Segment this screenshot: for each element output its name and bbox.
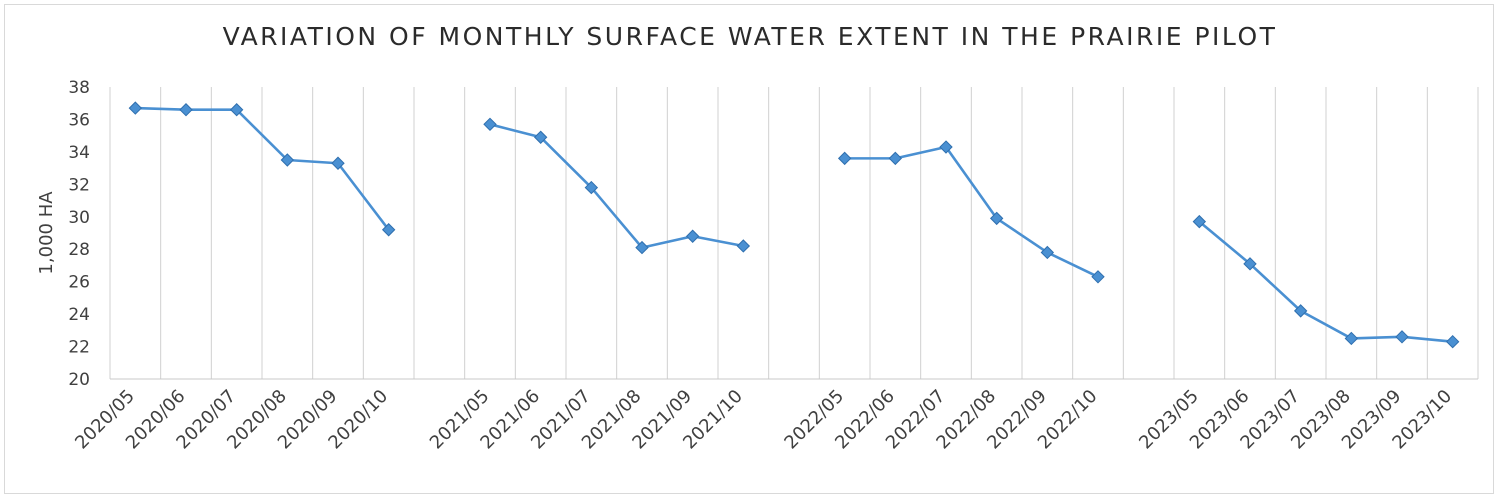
data-point-marker <box>837 151 852 166</box>
data-point-marker <box>483 117 497 132</box>
series-line-segment <box>489 123 744 249</box>
data-point-marker <box>989 211 1004 226</box>
y-tick-label: 20 <box>68 370 90 390</box>
chart-title: VARIATION OF MONTHLY SURFACE WATER EXTEN… <box>222 22 1278 51</box>
data-point-marker <box>685 229 700 243</box>
y-tick-label: 30 <box>68 208 90 228</box>
data-point-marker <box>939 140 953 154</box>
y-tick-label: 36 <box>68 110 90 130</box>
data-point-marker <box>179 103 193 117</box>
y-tick-label: 22 <box>68 338 90 358</box>
data-point-marker <box>533 130 548 144</box>
data-point-marker <box>584 180 599 195</box>
data-point-marker <box>1445 334 1460 349</box>
data-point-marker <box>1243 257 1257 271</box>
data-point-marker <box>128 101 143 115</box>
series-line-segment <box>844 145 1099 278</box>
y-axis-label: 1,000 HA <box>36 191 57 275</box>
grid-lines <box>109 87 1479 379</box>
y-tick-labels: 20 22 24 26 28 30 32 34 36 38 <box>68 78 90 390</box>
series-line-segment <box>1198 220 1453 343</box>
data-point-marker <box>229 103 244 117</box>
y-tick-label: 32 <box>68 175 90 195</box>
data-point-marker <box>1293 304 1308 318</box>
data-point-marker <box>381 223 396 237</box>
y-tick-label: 28 <box>68 240 90 260</box>
series-lines <box>135 106 1453 343</box>
data-point-marker <box>1091 270 1105 284</box>
y-tick-label: 38 <box>68 78 90 98</box>
chart-frame <box>4 4 1494 494</box>
data-point-marker <box>1344 331 1359 346</box>
y-tick-label: 26 <box>68 273 90 293</box>
y-tick-label: 24 <box>68 305 90 325</box>
data-point-marker <box>1040 245 1055 260</box>
series-markers <box>128 101 1460 349</box>
data-point-marker <box>736 239 751 253</box>
data-point-marker <box>635 240 649 255</box>
data-point-marker <box>1395 330 1409 344</box>
data-point-marker <box>331 156 345 170</box>
data-point-marker <box>280 153 295 167</box>
x-tick-labels: 2020/052020/062020/072020/082020/092020/… <box>71 386 1456 454</box>
series-line-segment <box>135 106 390 231</box>
data-point-marker <box>1192 214 1207 229</box>
data-point-marker <box>888 151 903 166</box>
y-tick-label: 34 <box>68 143 90 163</box>
